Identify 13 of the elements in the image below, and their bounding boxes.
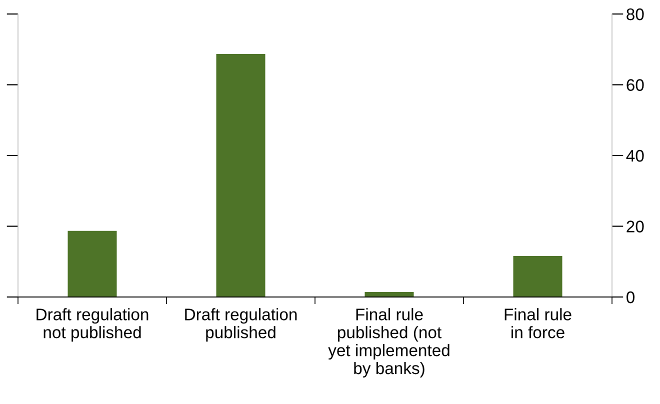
y-tick-label: 80: [626, 8, 644, 20]
bar: [364, 292, 414, 297]
bar: [513, 256, 562, 297]
x-tick-label: Draft regulation not published: [36, 308, 148, 342]
bar: [216, 54, 266, 297]
y-tick-label: 0: [626, 291, 635, 304]
bar: [68, 230, 117, 297]
y-tick-label: 20: [626, 220, 644, 232]
x-tick-label: Draft regulation published: [185, 308, 297, 342]
y-tick-label: 60: [626, 79, 644, 91]
y-tick-label: 40: [626, 150, 644, 162]
x-tick-label: Final rule in force: [504, 308, 572, 338]
x-tick-label: Final rule published (not yet implemented by banks): [328, 308, 450, 378]
